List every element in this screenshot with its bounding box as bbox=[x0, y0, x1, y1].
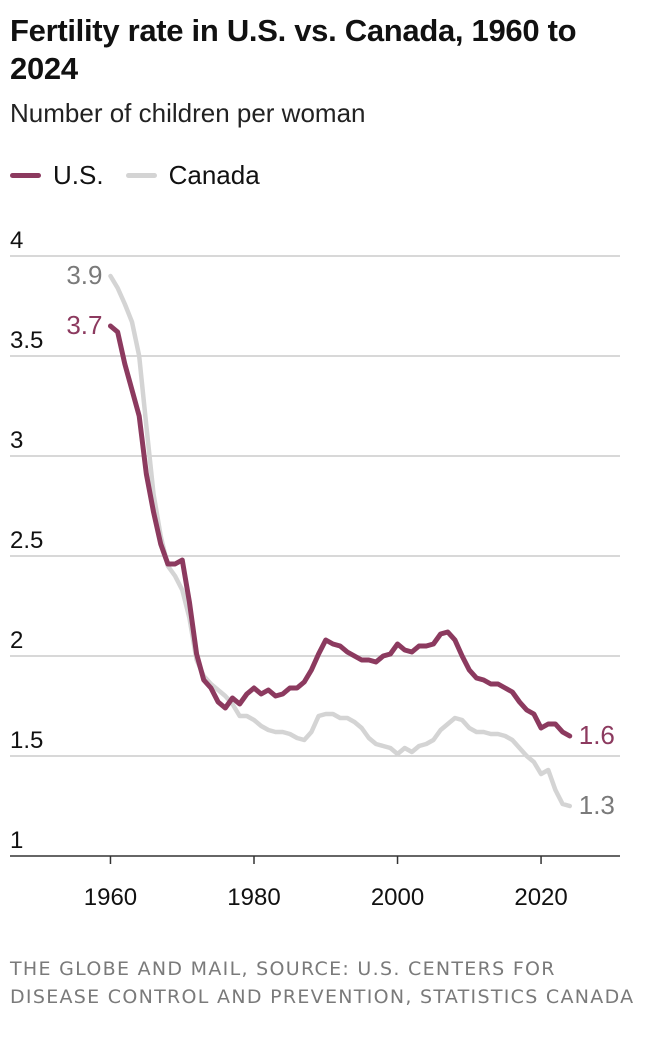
y-tick-label: 3.5 bbox=[10, 327, 43, 354]
series-value-labels: 3.7 1.6 3.9 1.3 bbox=[66, 260, 615, 820]
series-lines bbox=[107, 273, 573, 809]
y-tick-label: 1.5 bbox=[10, 727, 43, 754]
legend-item-canada: Canada bbox=[125, 159, 260, 191]
y-tick-label: 4 bbox=[10, 227, 23, 254]
chart-subtitle: Number of children per woman bbox=[10, 98, 366, 128]
y-tick-label: 2 bbox=[10, 627, 23, 654]
x-tick-label: 2000 bbox=[371, 884, 424, 911]
y-axis-tick-labels: 1 1.5 2 2.5 3 3.5 4 bbox=[10, 227, 43, 854]
source-note: THE GLOBE AND MAIL, SOURCE: U.S. CENTERS… bbox=[10, 958, 635, 1008]
y-tick-label: 1 bbox=[10, 827, 23, 854]
end-label-canada: 1.3 bbox=[579, 790, 615, 820]
start-label-us: 3.7 bbox=[66, 310, 102, 340]
series-line-canada bbox=[108, 273, 573, 809]
legend-label-canada: Canada bbox=[168, 159, 260, 190]
series-line-us bbox=[107, 323, 573, 739]
chart-title: Fertility rate in U.S. vs. Canada, 1960 … bbox=[10, 13, 577, 86]
chart-legend: U.S. Canada bbox=[10, 158, 282, 192]
x-tick-label: 2020 bbox=[514, 884, 567, 911]
y-tick-label: 2.5 bbox=[10, 527, 43, 554]
start-label-canada: 3.9 bbox=[66, 260, 102, 290]
legend-swatch-us bbox=[10, 172, 41, 178]
x-axis bbox=[10, 855, 620, 864]
y-tick-label: 3 bbox=[10, 427, 23, 454]
x-tick-label: 1980 bbox=[227, 884, 280, 911]
legend-label-us: U.S. bbox=[53, 159, 104, 190]
x-tick-label: 1960 bbox=[84, 884, 137, 911]
legend-swatch-canada bbox=[125, 172, 157, 178]
end-label-us: 1.6 bbox=[579, 720, 615, 750]
legend-item-us: U.S. bbox=[10, 160, 104, 191]
gridlines bbox=[10, 255, 620, 757]
line-chart: 1 1.5 2 2.5 3 3.5 4 1960 1980 2000 2020 3.7 1.6 3.9… bbox=[10, 227, 620, 911]
x-axis-tick-labels: 1960 1980 2000 2020 bbox=[84, 884, 568, 911]
